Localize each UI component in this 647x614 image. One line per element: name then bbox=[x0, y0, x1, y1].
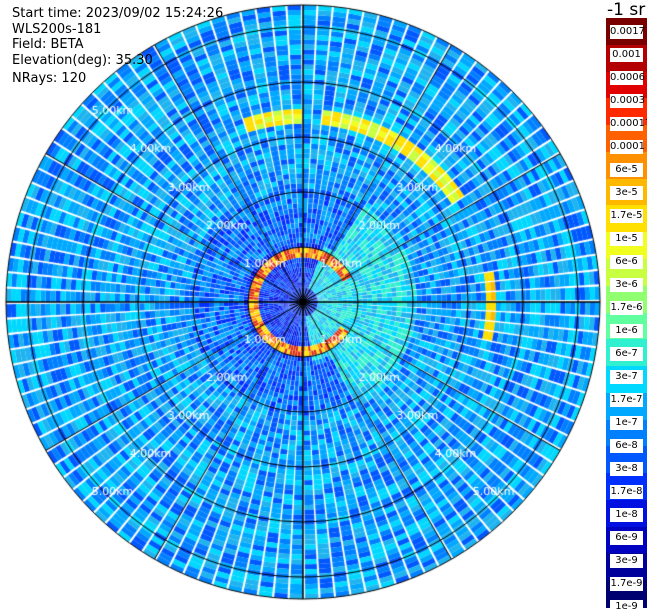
colorbar-tick-label: 1e-5 bbox=[610, 232, 643, 246]
colorbar-tick-label: 6e-5 bbox=[610, 163, 643, 177]
colorbar-tick-label: 1.7e-6 bbox=[610, 301, 643, 315]
colorbar-tick-label: 1e-6 bbox=[610, 324, 643, 338]
colorbar-tick-label: 0.0017 bbox=[610, 25, 645, 39]
colorbar-tick-label: 3e-5 bbox=[610, 186, 643, 200]
colorbar-tick-label: 1.7e-8 bbox=[610, 485, 643, 499]
instrument-label: WLS200s-181 bbox=[12, 22, 102, 37]
colorbar-tick-label: 3e-8 bbox=[610, 462, 643, 476]
colorbar-tick-label: 3e-6 bbox=[610, 278, 643, 292]
elevation-label: Elevation(deg): 35.30 bbox=[12, 53, 153, 68]
colorbar-tick-label: 1.7e-5 bbox=[610, 209, 643, 223]
colorbar-tick-label: 0.0003 bbox=[610, 94, 645, 108]
colorbar-tick-label: 6e-9 bbox=[610, 531, 643, 545]
start-time-label: Start time: 2023/09/02 15:24:26 bbox=[12, 6, 224, 21]
colorbar-unit-label: -1 sr bbox=[607, 0, 646, 20]
colorbar-tick-label: 1.7e-9 bbox=[610, 577, 643, 591]
colorbar-tick-label: 1e-7 bbox=[610, 416, 643, 430]
colorbar-tick-label: 0.00017 bbox=[610, 117, 647, 131]
colorbar-tick-label: 0.0001 bbox=[610, 140, 645, 154]
field-label: Field: BETA bbox=[12, 37, 84, 52]
colorbar-tick-label: 6e-6 bbox=[610, 255, 643, 269]
colorbar-tick-label: 3e-9 bbox=[610, 554, 643, 568]
nrays-label: NRays: 120 bbox=[12, 71, 87, 86]
colorbar-tick-label: 0.0006 bbox=[610, 71, 645, 85]
colorbar-tick-label: 1e-8 bbox=[610, 508, 643, 522]
colorbar-tick-label: 6e-8 bbox=[610, 439, 643, 453]
colorbar-tick-label: 1.7e-7 bbox=[610, 393, 643, 407]
colorbar: 0.0017 0.001 0.0006 0.0003 0.00017 0.0001 6e-5… bbox=[606, 18, 647, 614]
colorbar-tick-label: 1e-9 bbox=[610, 600, 643, 614]
colorbar-tick-label: 6e-7 bbox=[610, 347, 643, 361]
colorbar-tick-label: 0.001 bbox=[610, 48, 643, 62]
colorbar-tick-label: 3e-7 bbox=[610, 370, 643, 384]
